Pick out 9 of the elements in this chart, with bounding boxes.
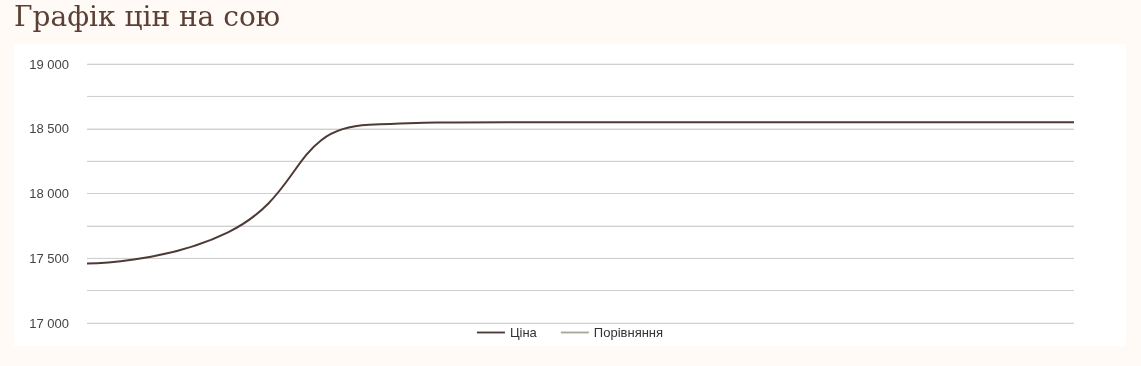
legend-label: Ціна [509, 325, 538, 340]
y-tick-label: 17 500 [29, 250, 69, 266]
y-tick-label: 18 500 [29, 121, 69, 137]
legend-label: Порівняння [593, 325, 664, 340]
chart-title: Графік цін на сою [14, 0, 281, 33]
y-tick-label: 19 000 [29, 56, 69, 72]
y-tick-label: 17 000 [29, 315, 69, 331]
line-series [86, 121, 1075, 265]
y-tick-label: 18 000 [29, 186, 69, 201]
